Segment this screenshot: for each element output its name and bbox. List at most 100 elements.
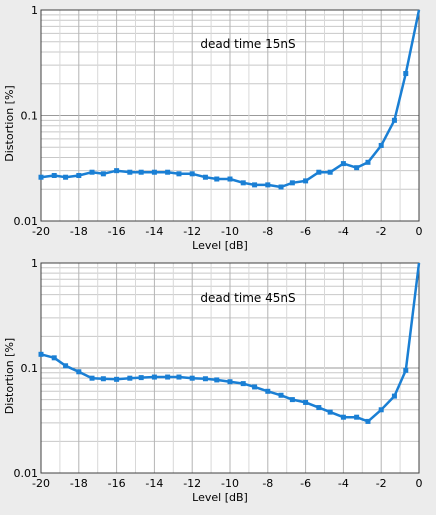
x-tick-label: -10 xyxy=(221,225,239,238)
data-point xyxy=(365,418,371,424)
data-point xyxy=(340,161,346,167)
data-point xyxy=(289,397,295,403)
data-point xyxy=(391,117,397,123)
data-point xyxy=(151,169,157,175)
x-tick-label: -12 xyxy=(183,225,201,238)
data-point xyxy=(202,376,208,382)
y-tick-label: 0.01 xyxy=(14,467,39,480)
x-tick-label: -10 xyxy=(221,477,239,490)
plot-frame xyxy=(40,262,420,474)
data-point xyxy=(378,407,384,413)
x-tick-label: 0 xyxy=(416,477,423,490)
data-point xyxy=(89,375,95,381)
data-point xyxy=(176,374,182,380)
x-tick-label: -16 xyxy=(108,477,126,490)
x-tick-label: -18 xyxy=(70,225,88,238)
data-point xyxy=(289,180,295,186)
data-point xyxy=(127,375,133,381)
y-axis-label: Distortion [%] xyxy=(3,85,16,161)
data-point xyxy=(265,182,271,188)
x-tick-label: -14 xyxy=(145,225,163,238)
data-point xyxy=(138,169,144,175)
y-axis-label: Distortion [%] xyxy=(3,338,16,414)
data-point xyxy=(138,375,144,381)
data-point xyxy=(151,374,157,380)
data-point xyxy=(240,381,246,387)
data-point xyxy=(189,375,195,381)
data-point xyxy=(378,142,384,148)
y-tick-label: 0.01 xyxy=(14,215,39,228)
data-point xyxy=(227,379,233,385)
x-tick-label: 0 xyxy=(416,225,423,238)
data-point xyxy=(114,168,120,174)
x-tick-label: -16 xyxy=(108,225,126,238)
data-point xyxy=(63,174,69,180)
data-point xyxy=(278,392,284,398)
data-point xyxy=(214,377,220,383)
data-point xyxy=(63,363,69,369)
y-tick-label: 1 xyxy=(31,4,38,17)
data-point xyxy=(252,384,258,390)
x-tick-label: -2 xyxy=(376,477,387,490)
x-tick-label: -18 xyxy=(70,477,88,490)
data-point xyxy=(354,165,360,171)
data-point xyxy=(354,414,360,420)
x-tick-label: -8 xyxy=(262,225,273,238)
data-point xyxy=(89,169,95,175)
y-tick-label: 0.1 xyxy=(21,362,39,375)
x-tick-label: -6 xyxy=(300,477,311,490)
x-tick-label: -4 xyxy=(338,225,349,238)
x-tick-label: -12 xyxy=(183,477,201,490)
chart-panel-2: -20 -18 -16 -14 -12 -10 -8 -6 -4 -2 00.010.11Level… xyxy=(3,257,423,504)
data-point xyxy=(340,414,346,420)
data-point xyxy=(76,172,82,178)
x-tick-label: -2 xyxy=(376,225,387,238)
x-tick-label: -4 xyxy=(338,477,349,490)
x-tick-label: -14 xyxy=(145,477,163,490)
data-point xyxy=(316,169,322,175)
x-tick-label: -20 xyxy=(32,477,50,490)
chart-annotation: dead time 15nS xyxy=(200,37,295,51)
data-point xyxy=(265,388,271,394)
data-point xyxy=(38,174,44,180)
data-point xyxy=(278,184,284,190)
data-point xyxy=(327,169,333,175)
data-point xyxy=(391,393,397,399)
x-tick-label: -8 xyxy=(262,477,273,490)
data-point xyxy=(214,176,220,182)
data-point xyxy=(189,171,195,177)
x-tick-label: -20 xyxy=(32,225,50,238)
chart-panel-1: -20 -18 -16 -14 -12 -10 -8 -6 -4 -2 00.010.11Level… xyxy=(3,4,423,252)
y-tick-label: 0.1 xyxy=(21,110,39,123)
data-point xyxy=(100,171,106,177)
data-point xyxy=(165,169,171,175)
data-point xyxy=(365,159,371,165)
data-point xyxy=(403,71,409,77)
data-point xyxy=(403,367,409,373)
x-tick-label: -6 xyxy=(300,225,311,238)
data-point xyxy=(227,176,233,182)
x-axis-label: Level [dB] xyxy=(192,491,248,504)
data-point xyxy=(303,399,309,405)
data-point xyxy=(76,369,82,375)
data-point xyxy=(202,174,208,180)
plot-frame xyxy=(40,9,420,222)
chart-annotation: dead time 45nS xyxy=(200,291,295,305)
data-point xyxy=(252,182,258,188)
data-point xyxy=(176,171,182,177)
data-point xyxy=(100,376,106,382)
data-point xyxy=(303,178,309,184)
data-point xyxy=(51,355,57,361)
data-point xyxy=(240,180,246,186)
data-point xyxy=(316,405,322,411)
data-point xyxy=(38,351,44,357)
data-point xyxy=(51,172,57,178)
x-axis-label: Level [dB] xyxy=(192,239,248,252)
data-point xyxy=(127,169,133,175)
y-tick-label: 1 xyxy=(31,257,38,270)
data-point xyxy=(114,376,120,382)
data-point xyxy=(165,374,171,380)
data-point xyxy=(327,409,333,415)
